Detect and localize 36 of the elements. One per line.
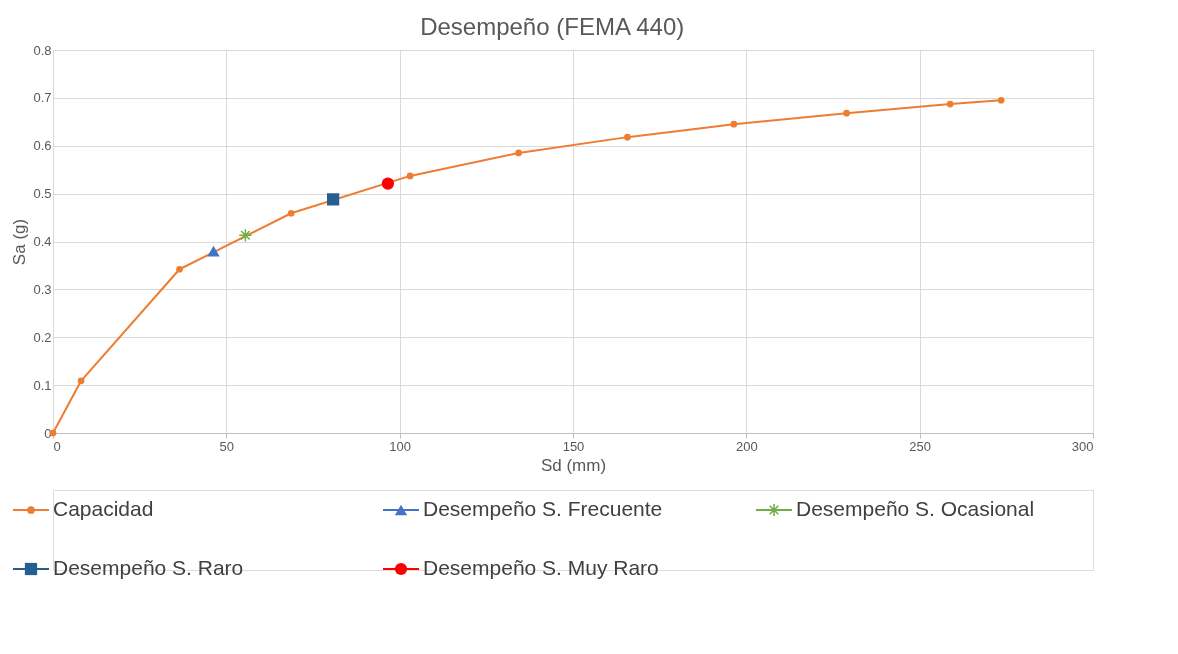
legend-label: Desempeño S. Muy Raro — [423, 556, 659, 579]
x-tick-label: 200 — [735, 438, 758, 454]
y-tick-label: 0.5 — [33, 186, 52, 202]
y-tick-label: 0.4 — [33, 234, 52, 249]
point — [77, 377, 85, 385]
x-tick-label: 50 — [219, 438, 235, 454]
point — [287, 209, 295, 217]
y-tick-label: 0.3 — [33, 281, 52, 297]
x-tick-label: 300 — [1071, 438, 1094, 454]
y-tick-label: 0.8 — [33, 42, 52, 58]
x-axis-title: Sd (mm) — [540, 455, 607, 475]
y-tick-label: 0.6 — [33, 138, 52, 154]
point — [997, 96, 1005, 104]
legend-label: Desempeño S. Raro — [53, 556, 244, 579]
x-tick-label: 100 — [389, 438, 412, 454]
point — [406, 172, 414, 180]
point — [515, 149, 522, 157]
point — [381, 177, 394, 190]
point — [238, 228, 253, 243]
chart-title: Desempeño (FEMA 440) — [420, 12, 685, 40]
y-tick-label: 0.2 — [33, 329, 52, 345]
point — [176, 265, 183, 273]
point — [946, 100, 954, 108]
x-tick-label: 250 — [909, 438, 932, 454]
legend-label: Desempeño S. Frecuente — [423, 497, 663, 520]
legend-label: Desempeño S. Ocasional — [796, 497, 1035, 520]
y-tick-label: 0.1 — [33, 377, 52, 393]
point — [207, 245, 220, 257]
legend-label: Capacidad — [53, 497, 154, 520]
point — [730, 120, 738, 128]
y-axis-title: Sa (g) — [10, 218, 30, 266]
x-tick-label: 150 — [562, 438, 585, 454]
point — [843, 109, 850, 117]
point — [326, 193, 340, 206]
y-tick-label: 0.7 — [33, 90, 52, 106]
point — [624, 133, 631, 141]
